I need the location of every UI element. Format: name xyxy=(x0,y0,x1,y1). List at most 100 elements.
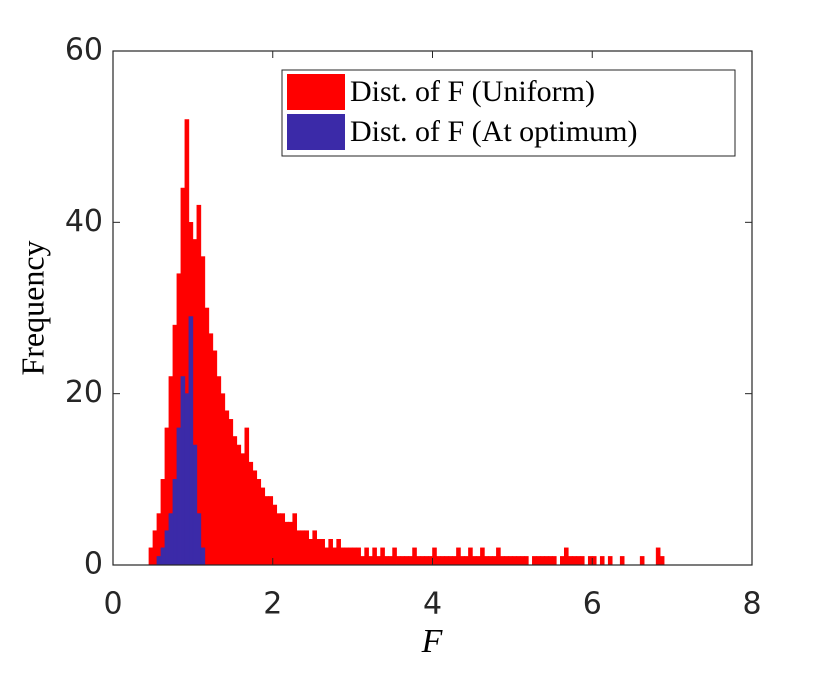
histogram-bar xyxy=(220,393,226,566)
x-tick-label: 8 xyxy=(742,587,761,622)
histogram-bar xyxy=(264,496,270,566)
histogram-bar xyxy=(384,556,389,566)
histogram-bar xyxy=(436,556,441,566)
histogram-bar xyxy=(480,547,485,566)
y-tick-label: 40 xyxy=(65,204,103,239)
histogram-bar xyxy=(276,513,282,566)
histogram-bar xyxy=(268,496,274,566)
histogram-bar xyxy=(460,556,465,566)
histogram-bar xyxy=(524,556,529,566)
histogram-bar xyxy=(196,513,202,566)
histogram-bar xyxy=(184,393,190,566)
histogram-bar xyxy=(192,444,198,566)
histogram-bar xyxy=(488,556,493,566)
histogram-bar xyxy=(148,547,154,566)
histogram-bar xyxy=(404,556,409,566)
histogram-bar xyxy=(360,556,365,566)
histogram-bar xyxy=(408,556,413,566)
histogram-bar xyxy=(540,556,545,566)
histogram-bar xyxy=(280,513,286,566)
histogram-bar xyxy=(448,556,453,566)
histogram-bar xyxy=(587,556,593,566)
histogram-bar xyxy=(296,530,302,566)
legend: Dist. of F (Uniform) Dist. of F (At optim… xyxy=(281,69,736,157)
histogram-bar xyxy=(208,333,214,566)
histogram-bar xyxy=(160,547,166,566)
histogram-bar xyxy=(260,487,266,566)
histogram-bar xyxy=(152,530,158,566)
histogram-bar xyxy=(440,556,445,566)
histogram-bar xyxy=(416,556,421,566)
histogram-bar xyxy=(352,547,357,566)
histogram-bar xyxy=(236,444,242,566)
histogram-bar xyxy=(392,547,397,566)
histogram-bar xyxy=(272,504,278,566)
histogram-bar xyxy=(336,538,341,566)
histogram-bar xyxy=(224,410,230,566)
histogram-bar xyxy=(284,521,290,566)
histogram-bar xyxy=(240,453,246,566)
histogram-bar xyxy=(312,530,317,566)
histogram-bar xyxy=(232,436,238,566)
histogram-bar xyxy=(508,556,513,566)
histogram-bar xyxy=(424,556,429,566)
legend-label: Dist. of F (Uniform) xyxy=(350,75,595,108)
histogram-bar xyxy=(368,556,373,566)
histogram-bar xyxy=(308,538,313,566)
histogram-bar xyxy=(176,427,182,566)
histogram-bar xyxy=(396,556,401,566)
histogram-bar xyxy=(376,556,381,566)
histogram-bar xyxy=(532,556,537,566)
histogram-bar xyxy=(476,556,481,566)
histogram-bar xyxy=(388,556,393,566)
histogram-bar xyxy=(639,556,645,566)
histogram-bar xyxy=(456,547,461,566)
histogram-bar xyxy=(356,547,361,566)
histogram-bar xyxy=(288,521,294,566)
histogram-bar xyxy=(575,556,581,566)
histogram-bar xyxy=(204,307,210,566)
histogram-bar xyxy=(599,556,605,566)
histogram-bar xyxy=(655,547,661,566)
histogram-bar xyxy=(156,556,162,566)
histogram-bar xyxy=(400,556,405,566)
histogram-bar xyxy=(520,556,525,566)
histogram-bar xyxy=(468,547,473,566)
histogram-bar xyxy=(492,556,497,566)
legend-box xyxy=(281,69,736,157)
histogram-bar xyxy=(332,547,337,566)
histogram-bar xyxy=(500,556,505,566)
histogram-bar xyxy=(428,556,433,566)
histogram-bar xyxy=(548,556,553,566)
histogram-bar xyxy=(164,530,170,566)
histogram-bar xyxy=(200,256,206,566)
histogram-bar xyxy=(536,556,541,566)
histogram-bar xyxy=(472,556,477,566)
histogram-bar xyxy=(320,538,325,566)
histogram-bar xyxy=(659,556,665,566)
x-axis-label: F xyxy=(421,623,444,660)
histogram-bar xyxy=(304,530,309,566)
y-tick-label: 20 xyxy=(65,375,103,410)
histogram-bar xyxy=(504,556,509,566)
y-tick-label: 0 xyxy=(84,547,103,582)
histogram-bar xyxy=(292,513,298,566)
histogram-bar xyxy=(252,470,258,566)
histogram-bar xyxy=(316,538,321,566)
histogram-bar xyxy=(212,350,218,566)
histogram-bar xyxy=(188,316,194,566)
histogram-bar xyxy=(420,556,425,566)
histogram-bar xyxy=(563,547,569,566)
histogram-bar xyxy=(567,556,573,566)
histogram-bar xyxy=(452,556,457,566)
histogram-bar xyxy=(552,556,557,566)
histogram-bar xyxy=(228,419,234,566)
histogram-bar xyxy=(200,547,206,566)
histogram-bar xyxy=(516,556,521,566)
histogram-bar xyxy=(248,461,254,566)
histogram-bar xyxy=(168,513,174,566)
histogram-bar xyxy=(364,547,369,566)
histogram-bar xyxy=(544,556,549,566)
x-tick-label: 4 xyxy=(423,587,442,622)
histogram-bar xyxy=(412,547,417,566)
